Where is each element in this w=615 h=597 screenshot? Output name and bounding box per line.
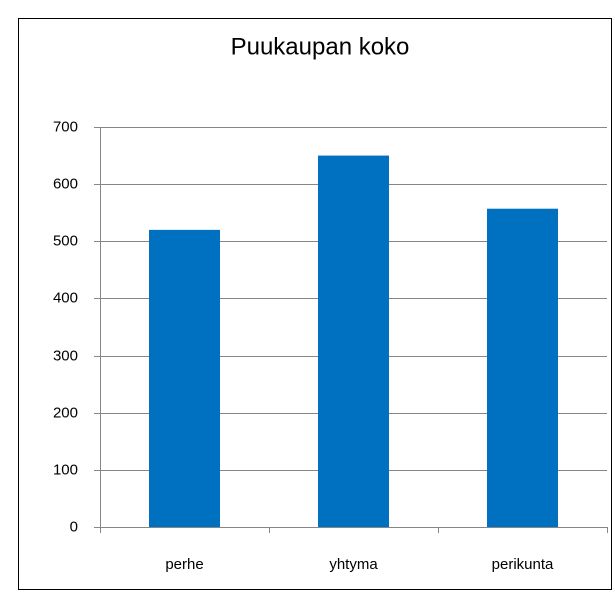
- bar: [487, 208, 558, 527]
- y-tick-label: 600: [53, 175, 78, 192]
- bar: [149, 229, 220, 527]
- x-tick-label: yhtyma: [329, 556, 378, 573]
- chart-title: Puukaupan koko: [231, 33, 410, 60]
- y-tick-label: 500: [53, 232, 78, 249]
- y-tick-label: 400: [53, 289, 78, 306]
- y-tick-label: 0: [70, 518, 78, 535]
- y-tick-label: 100: [53, 461, 78, 478]
- y-tick-label: 700: [53, 118, 78, 135]
- y-tick-label: 300: [53, 347, 78, 364]
- x-tick-label: perikunta: [492, 556, 554, 573]
- bar: [318, 155, 389, 528]
- y-tick-label: 200: [53, 404, 78, 421]
- x-tick-label: perhe: [165, 556, 203, 573]
